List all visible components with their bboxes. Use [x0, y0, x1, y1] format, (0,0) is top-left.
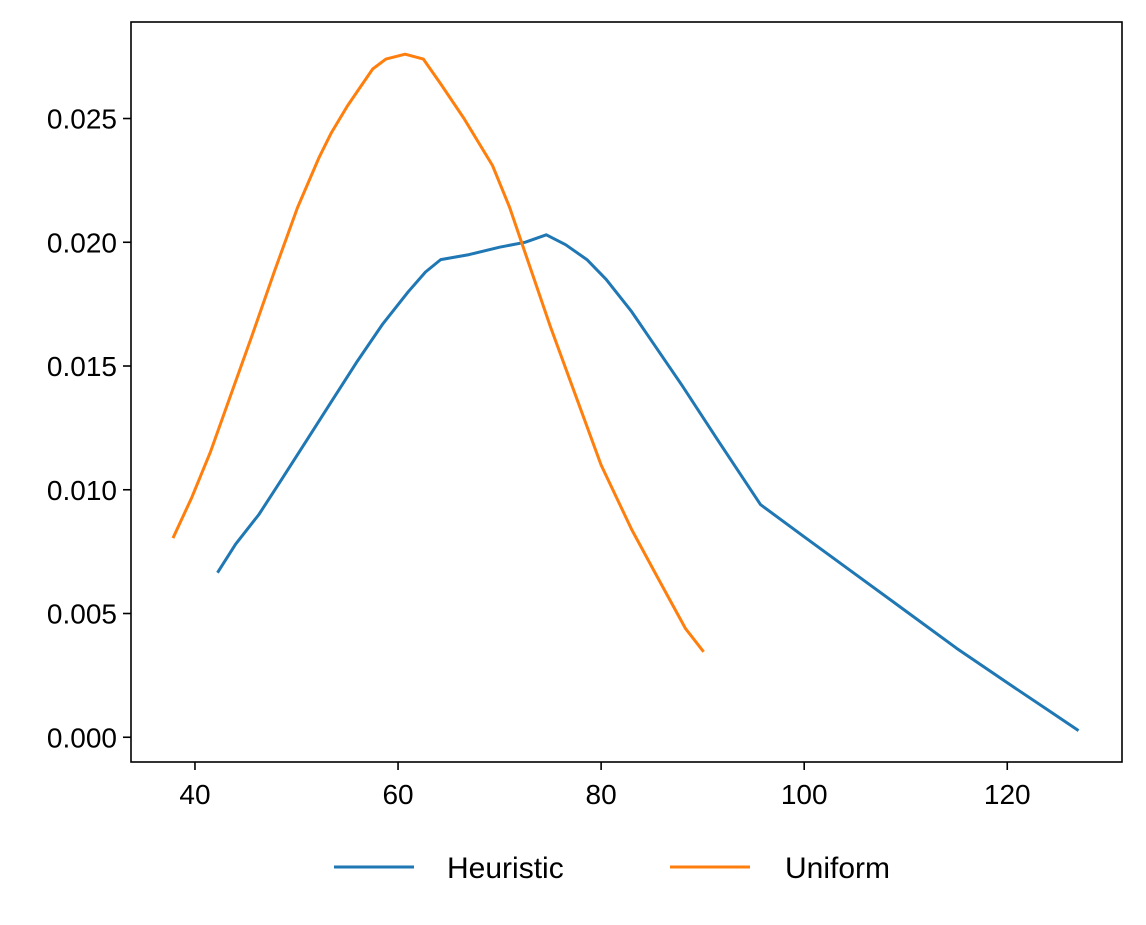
legend: Heuristic Uniform	[334, 852, 890, 885]
y-tick-label: 0.005	[47, 599, 117, 630]
y-tick-label: 0.010	[47, 475, 117, 506]
x-tick-label: 120	[984, 779, 1031, 810]
legend-label-uniform: Uniform	[785, 852, 890, 885]
x-tick-label: 60	[382, 779, 413, 810]
y-tick-label: 0.020	[47, 227, 117, 258]
axes-layer: 40 60 80 100 120 0.000 0.005 0.010 0.015 0.020 0.0…	[47, 104, 1031, 810]
x-tick-label: 100	[781, 779, 828, 810]
series-line-uniform	[171, 52, 705, 653]
legend-label-heuristic: Heuristic	[447, 852, 564, 885]
plot-frame	[130, 21, 1123, 763]
x-tick-label: 80	[586, 779, 617, 810]
x-tick-label: 40	[179, 779, 210, 810]
series-line-heuristic	[216, 233, 1080, 732]
y-tick-label: 0.000	[47, 722, 117, 753]
y-tick-label: 0.015	[47, 351, 117, 382]
series-layer	[171, 52, 1080, 732]
y-tick-label: 0.025	[47, 104, 117, 135]
